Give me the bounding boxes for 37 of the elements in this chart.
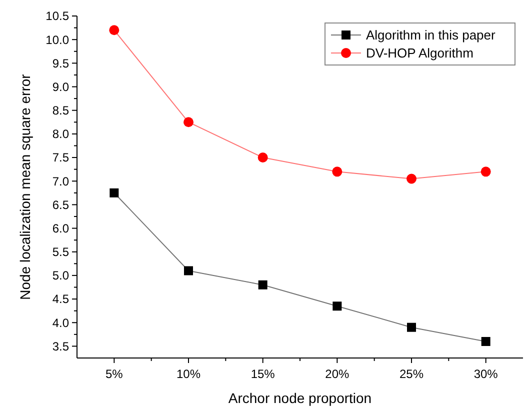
x-tick-label: 20%: [325, 367, 350, 381]
y-tick-label: 10.0: [46, 32, 70, 47]
point: [332, 302, 342, 311]
y-tick-label: 4.5: [52, 292, 70, 306]
x-tick-label: 30%: [474, 367, 498, 381]
y-tick-label: 3.5: [52, 339, 70, 354]
point: [110, 188, 119, 198]
x-tick-label: 15%: [250, 367, 276, 381]
legend-label: DV-HOP Algorithm: [366, 46, 474, 61]
y-tick-label: 5.0: [52, 268, 70, 283]
point: [480, 166, 491, 177]
point: [258, 280, 268, 290]
point: [109, 25, 120, 36]
point: [481, 336, 490, 346]
y-tick-label: 8.0: [52, 127, 70, 142]
point: [332, 166, 342, 177]
y-axis-title: Node localization mean square error: [17, 74, 33, 300]
y-tick-label: 6.0: [52, 221, 70, 236]
point: [184, 117, 194, 128]
x-tick-label: 25%: [399, 367, 424, 381]
x-axis-title: Archor node proportion: [228, 390, 372, 406]
point: [406, 174, 416, 184]
y-tick-label: 9.0: [52, 80, 70, 94]
legend-label: Algorithm in this paper: [366, 28, 496, 43]
x-tick-label: 5%: [105, 367, 124, 381]
x-tick-label: 10%: [176, 367, 201, 381]
point: [184, 266, 193, 276]
y-tick-label: 10.5: [46, 9, 70, 24]
y-tick-label: 4.0: [52, 316, 70, 330]
y-tick-label: 6.5: [52, 198, 70, 212]
y-tick-label: 8.5: [52, 104, 70, 118]
y-tick-label: 7.0: [52, 174, 70, 188]
y-tick-label: 9.5: [52, 56, 70, 70]
point: [407, 322, 416, 332]
y-tick-label: 5.5: [52, 245, 70, 260]
point: [258, 152, 268, 163]
y-tick-label: 7.5: [52, 150, 70, 165]
